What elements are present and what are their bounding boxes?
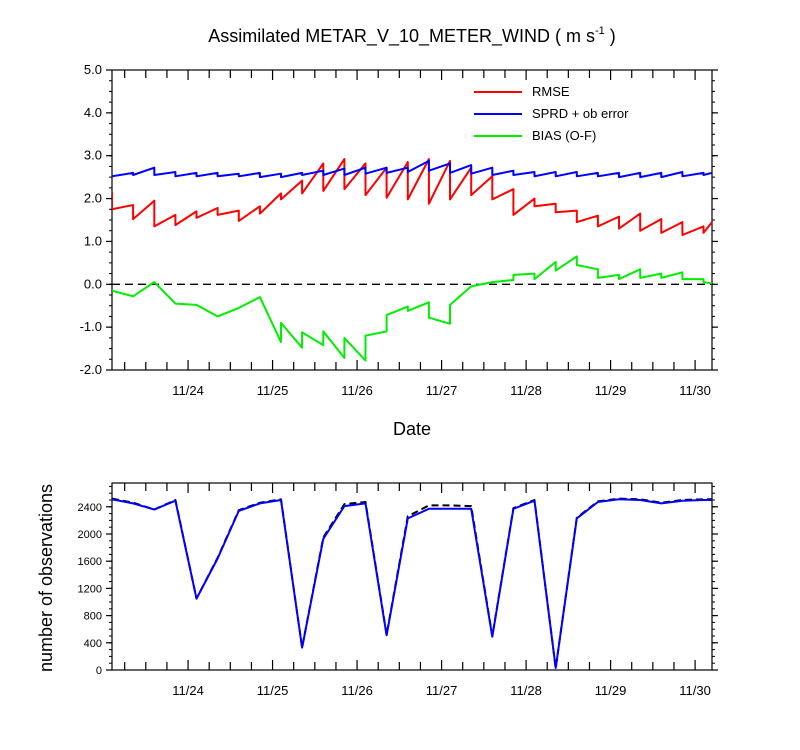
y-tick-label: 400 (84, 638, 102, 650)
bottom-plot-area: 11/24 11/25 11/26 11/27 11/28 11/29 11/30 0 400 8… (78, 482, 718, 698)
series-line-bias-o-f (112, 255, 712, 362)
y-tick-label: 4.0 (84, 105, 102, 120)
y-tick-label: 3.0 (84, 148, 102, 163)
chart-title-exponent: -1 (595, 25, 605, 37)
x-tick-label: 11/24 (172, 383, 204, 398)
x-tick-label: 11/27 (426, 683, 458, 698)
x-tick-label: 11/30 (679, 683, 711, 698)
y-tick-label: 2400 (78, 502, 102, 514)
legend-label: RMSE (532, 84, 570, 99)
chart-title-text: Assimilated METAR_V_10_METER_WIND ( m s (208, 26, 595, 47)
chart-title: Assimilated METAR_V_10_METER_WIND ( m s-… (208, 25, 616, 47)
series-line-sprd-ob-error (112, 159, 712, 179)
y-tick-label: 2.0 (84, 191, 102, 206)
top-chart: Assimilated METAR_V_10_METER_WIND ( m s-… (80, 25, 718, 439)
y-tick-label: 800 (84, 611, 102, 623)
x-tick-label: 11/30 (679, 383, 711, 398)
x-tick-label: 11/25 (257, 683, 289, 698)
bottom-chart: 11/24 11/25 11/26 11/27 11/28 11/29 11/30 0 400 8… (36, 482, 718, 698)
y-axis-label: number of observations (36, 484, 56, 672)
y-tick-label: 1200 (78, 583, 102, 595)
y-tick-label: 5.0 (84, 62, 102, 77)
y-tick-label: 1600 (78, 556, 102, 568)
chart-title-close: ) (605, 26, 616, 46)
x-tick-label: 11/26 (341, 383, 373, 398)
x-tick-label: 11/26 (341, 683, 373, 698)
plot-frame (111, 482, 713, 671)
y-tick-label: 0.0 (84, 276, 102, 291)
legend-label: BIAS (O-F) (532, 128, 596, 143)
x-tick-label: 11/28 (510, 383, 542, 398)
x-tick-label: 11/27 (426, 383, 458, 398)
legend: RMSE SPRD + ob error BIAS (O-F) (474, 84, 629, 143)
x-axis-label: Date (393, 419, 431, 439)
x-tick-label: 11/24 (172, 683, 204, 698)
x-tick-label: 11/28 (510, 683, 542, 698)
series-line-possible (112, 497, 712, 669)
x-tick-label: 11/29 (595, 383, 627, 398)
x-tick-label: 11/29 (595, 683, 627, 698)
series-line-assimilated (112, 498, 712, 669)
series-line-rmse (112, 158, 712, 236)
y-tick-label: 1.0 (84, 233, 102, 248)
x-tick-label: 11/25 (257, 383, 289, 398)
y-tick-label: 0 (96, 665, 102, 677)
top-plot-area: 11/24 11/25 11/26 11/27 11/28 11/29 11/30 -2.0 -… (80, 62, 718, 398)
y-tick-label: 2000 (78, 529, 102, 541)
y-tick-label: -2.0 (80, 362, 102, 377)
legend-label: SPRD + ob error (532, 106, 629, 121)
y-tick-label: -1.0 (80, 319, 102, 334)
